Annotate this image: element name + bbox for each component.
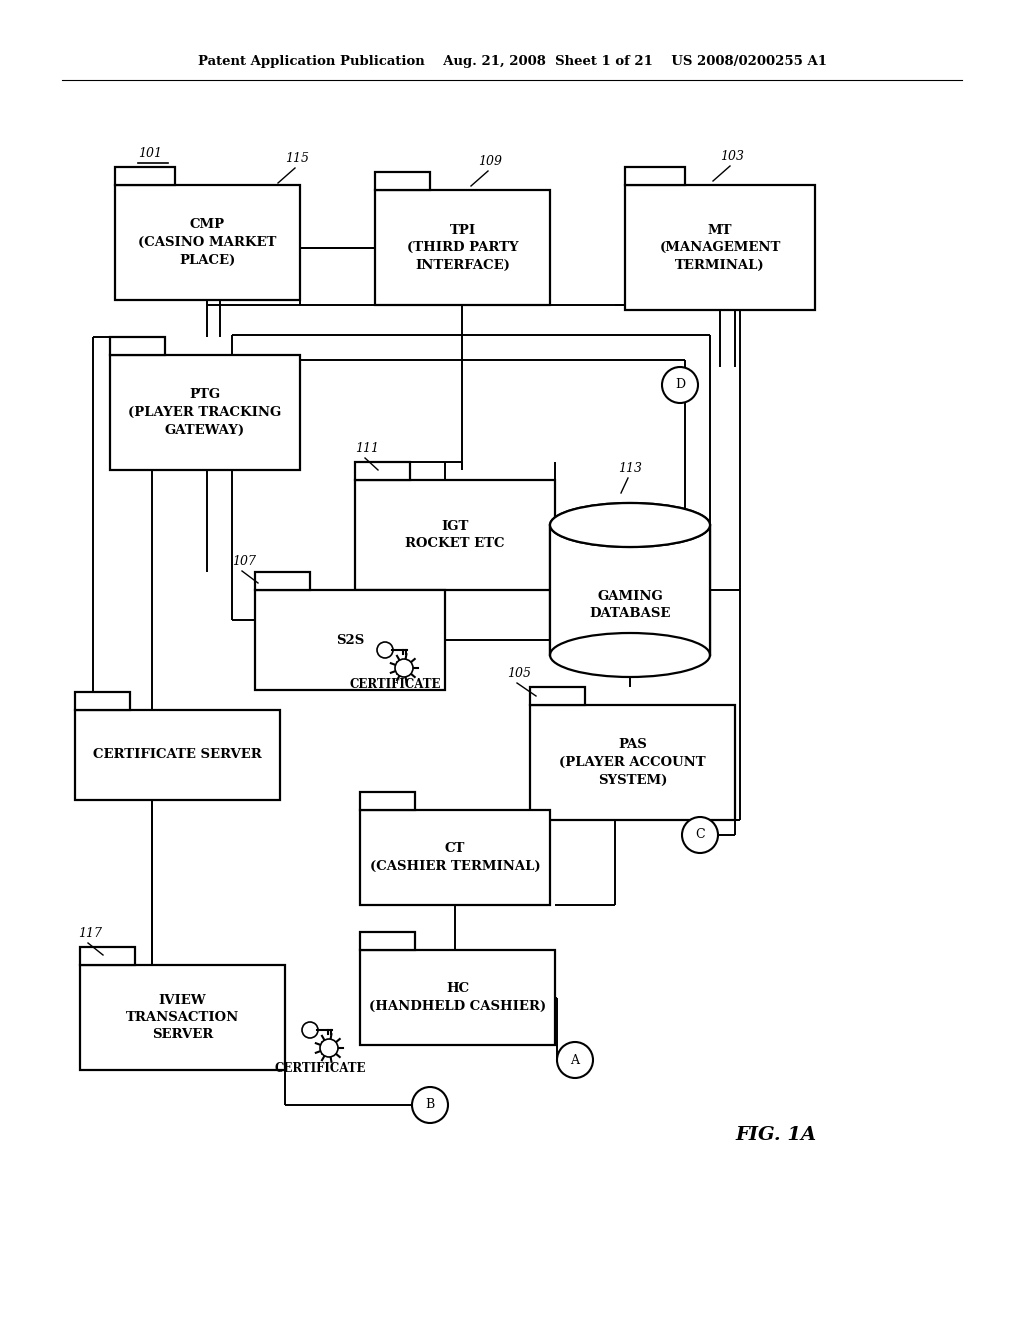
- Circle shape: [302, 1022, 318, 1038]
- Bar: [360, 950, 555, 1045]
- Bar: [110, 337, 165, 355]
- Text: 107: 107: [232, 554, 256, 568]
- Bar: [355, 462, 410, 480]
- Bar: [375, 190, 550, 305]
- Bar: [255, 572, 310, 590]
- Text: D: D: [675, 379, 685, 392]
- Bar: [110, 355, 300, 470]
- Text: TPI
(THIRD PARTY
INTERFACE): TPI (THIRD PARTY INTERFACE): [407, 223, 518, 272]
- Text: C: C: [695, 829, 705, 842]
- Circle shape: [412, 1086, 449, 1123]
- Text: 109: 109: [478, 154, 502, 168]
- Text: Patent Application Publication    Aug. 21, 2008  Sheet 1 of 21    US 2008/020025: Patent Application Publication Aug. 21, …: [198, 55, 826, 69]
- Text: CERTIFICATE: CERTIFICATE: [274, 1061, 366, 1074]
- Bar: [255, 590, 445, 690]
- Text: CERTIFICATE SERVER: CERTIFICATE SERVER: [93, 748, 262, 762]
- Bar: [80, 965, 285, 1071]
- Text: IGT
ROCKET ETC: IGT ROCKET ETC: [406, 520, 505, 550]
- Bar: [355, 480, 555, 590]
- Text: CT
(CASHIER TERMINAL): CT (CASHIER TERMINAL): [370, 842, 541, 873]
- Ellipse shape: [550, 503, 710, 546]
- Text: 105: 105: [507, 667, 531, 680]
- Text: PAS
(PLAYER ACCOUNT
SYSTEM): PAS (PLAYER ACCOUNT SYSTEM): [559, 738, 706, 787]
- Bar: [625, 168, 685, 185]
- Text: MT
(MANAGEMENT
TERMINAL): MT (MANAGEMENT TERMINAL): [659, 223, 780, 272]
- Bar: [75, 692, 130, 710]
- Text: GAMING
DATABASE: GAMING DATABASE: [590, 590, 671, 620]
- Bar: [530, 686, 585, 705]
- Circle shape: [682, 817, 718, 853]
- Bar: [80, 946, 135, 965]
- Bar: [360, 810, 550, 906]
- Text: 111: 111: [355, 442, 379, 455]
- Bar: [397, 663, 411, 675]
- Text: 115: 115: [285, 152, 309, 165]
- Bar: [115, 185, 300, 300]
- Text: FIG. 1A: FIG. 1A: [735, 1126, 816, 1144]
- Bar: [625, 185, 815, 310]
- Text: HC
(HANDHELD CASHIER): HC (HANDHELD CASHIER): [369, 982, 546, 1012]
- Text: S2S: S2S: [336, 634, 365, 647]
- Text: CERTIFICATE: CERTIFICATE: [349, 678, 440, 692]
- Circle shape: [662, 367, 698, 403]
- Text: 103: 103: [720, 150, 744, 162]
- Text: 117: 117: [78, 927, 102, 940]
- Ellipse shape: [550, 503, 710, 546]
- Bar: [360, 932, 415, 950]
- Circle shape: [395, 659, 413, 677]
- Circle shape: [319, 1039, 338, 1057]
- Bar: [75, 710, 280, 800]
- Bar: [360, 792, 415, 810]
- Text: PTG
(PLAYER TRACKING
GATEWAY): PTG (PLAYER TRACKING GATEWAY): [128, 388, 282, 437]
- Text: A: A: [570, 1053, 580, 1067]
- Circle shape: [557, 1041, 593, 1078]
- Ellipse shape: [550, 634, 710, 677]
- Circle shape: [377, 642, 393, 657]
- Text: B: B: [425, 1098, 434, 1111]
- Bar: [322, 1041, 336, 1053]
- Text: CMP
(CASINO MARKET
PLACE): CMP (CASINO MARKET PLACE): [138, 219, 276, 267]
- Bar: [530, 705, 735, 820]
- Bar: [550, 525, 710, 655]
- Bar: [375, 172, 430, 190]
- Text: 101: 101: [138, 147, 162, 160]
- Text: 113: 113: [618, 462, 642, 475]
- Bar: [115, 168, 175, 185]
- Text: IVIEW
TRANSACTION
SERVER: IVIEW TRANSACTION SERVER: [126, 994, 240, 1041]
